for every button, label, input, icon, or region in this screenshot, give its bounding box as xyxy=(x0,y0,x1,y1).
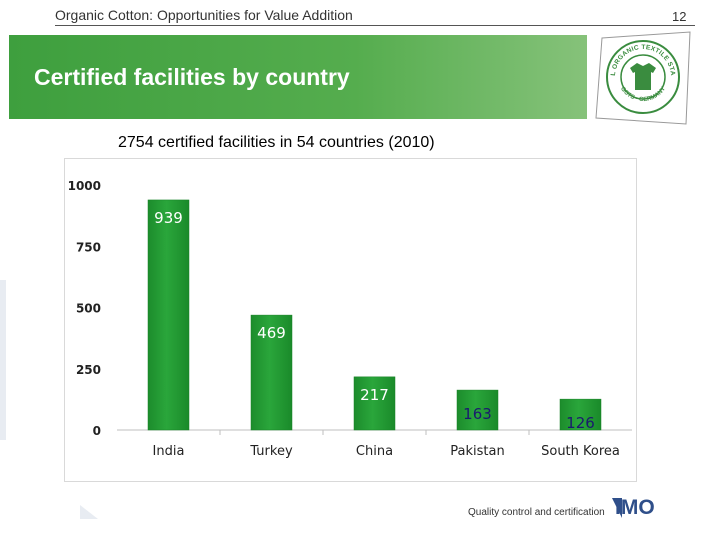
bar-chart: 0 250 500 750 1000 939 India 469 Turkey 217 China 1… xyxy=(68,179,632,459)
footer-decoration xyxy=(80,505,98,519)
y-tick-label: 1000 xyxy=(68,179,101,193)
shirt-icon xyxy=(630,63,656,90)
header-divider xyxy=(55,25,695,26)
bar-pakistan xyxy=(456,389,499,431)
data-label: 217 xyxy=(360,386,389,404)
data-label: 126 xyxy=(566,414,595,432)
page-number: 12 xyxy=(672,9,687,24)
left-decoration xyxy=(0,280,6,440)
x-tick-label: Pakistan xyxy=(450,444,504,459)
bar-china xyxy=(353,376,396,431)
y-tick-label: 750 xyxy=(76,240,101,254)
x-tick-label: China xyxy=(356,444,393,459)
chart-title: 2754 certified facilities in 54 countrie… xyxy=(118,134,435,151)
y-tick-label: 250 xyxy=(76,363,101,377)
bar-turkey xyxy=(250,314,293,431)
x-tick-label: South Korea xyxy=(541,444,620,459)
chart-frame: 0 250 500 750 1000 939 India 469 Turkey 217 China 1… xyxy=(64,158,637,482)
imo-logo-mark xyxy=(612,498,622,518)
y-tick-label: 0 xyxy=(93,424,101,438)
imo-logo: IMO xyxy=(615,496,655,519)
slide-title: Certified facilities by country xyxy=(34,64,350,90)
x-tick-label: India xyxy=(153,444,185,459)
footer-caption: Quality control and certification xyxy=(468,507,605,518)
y-tick-label: 500 xyxy=(76,302,101,316)
bar-india xyxy=(147,199,190,431)
bar-south-korea xyxy=(559,398,602,431)
title-banner xyxy=(9,35,587,119)
gots-logo: GLOBAL ORGANIC TEXTILE STANDARD GOTS - G… xyxy=(587,25,694,130)
data-label: 469 xyxy=(257,324,286,342)
data-label: 163 xyxy=(463,405,492,423)
data-label: 939 xyxy=(154,209,183,227)
presentation-title: Organic Cotton: Opportunities for Value … xyxy=(55,7,353,23)
x-tick-label: Turkey xyxy=(249,444,293,459)
